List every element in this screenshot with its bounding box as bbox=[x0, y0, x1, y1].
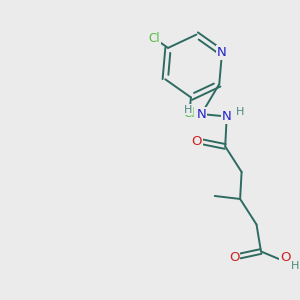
Text: O: O bbox=[280, 251, 291, 264]
Text: H: H bbox=[184, 105, 192, 115]
Text: H: H bbox=[291, 262, 299, 272]
Text: Cl: Cl bbox=[149, 32, 161, 45]
Text: O: O bbox=[229, 251, 239, 264]
Text: O: O bbox=[192, 136, 202, 148]
Text: N: N bbox=[222, 110, 232, 123]
Text: N: N bbox=[217, 46, 227, 59]
Text: Cl: Cl bbox=[184, 107, 195, 120]
Text: H: H bbox=[236, 107, 244, 117]
Text: N: N bbox=[196, 108, 206, 121]
